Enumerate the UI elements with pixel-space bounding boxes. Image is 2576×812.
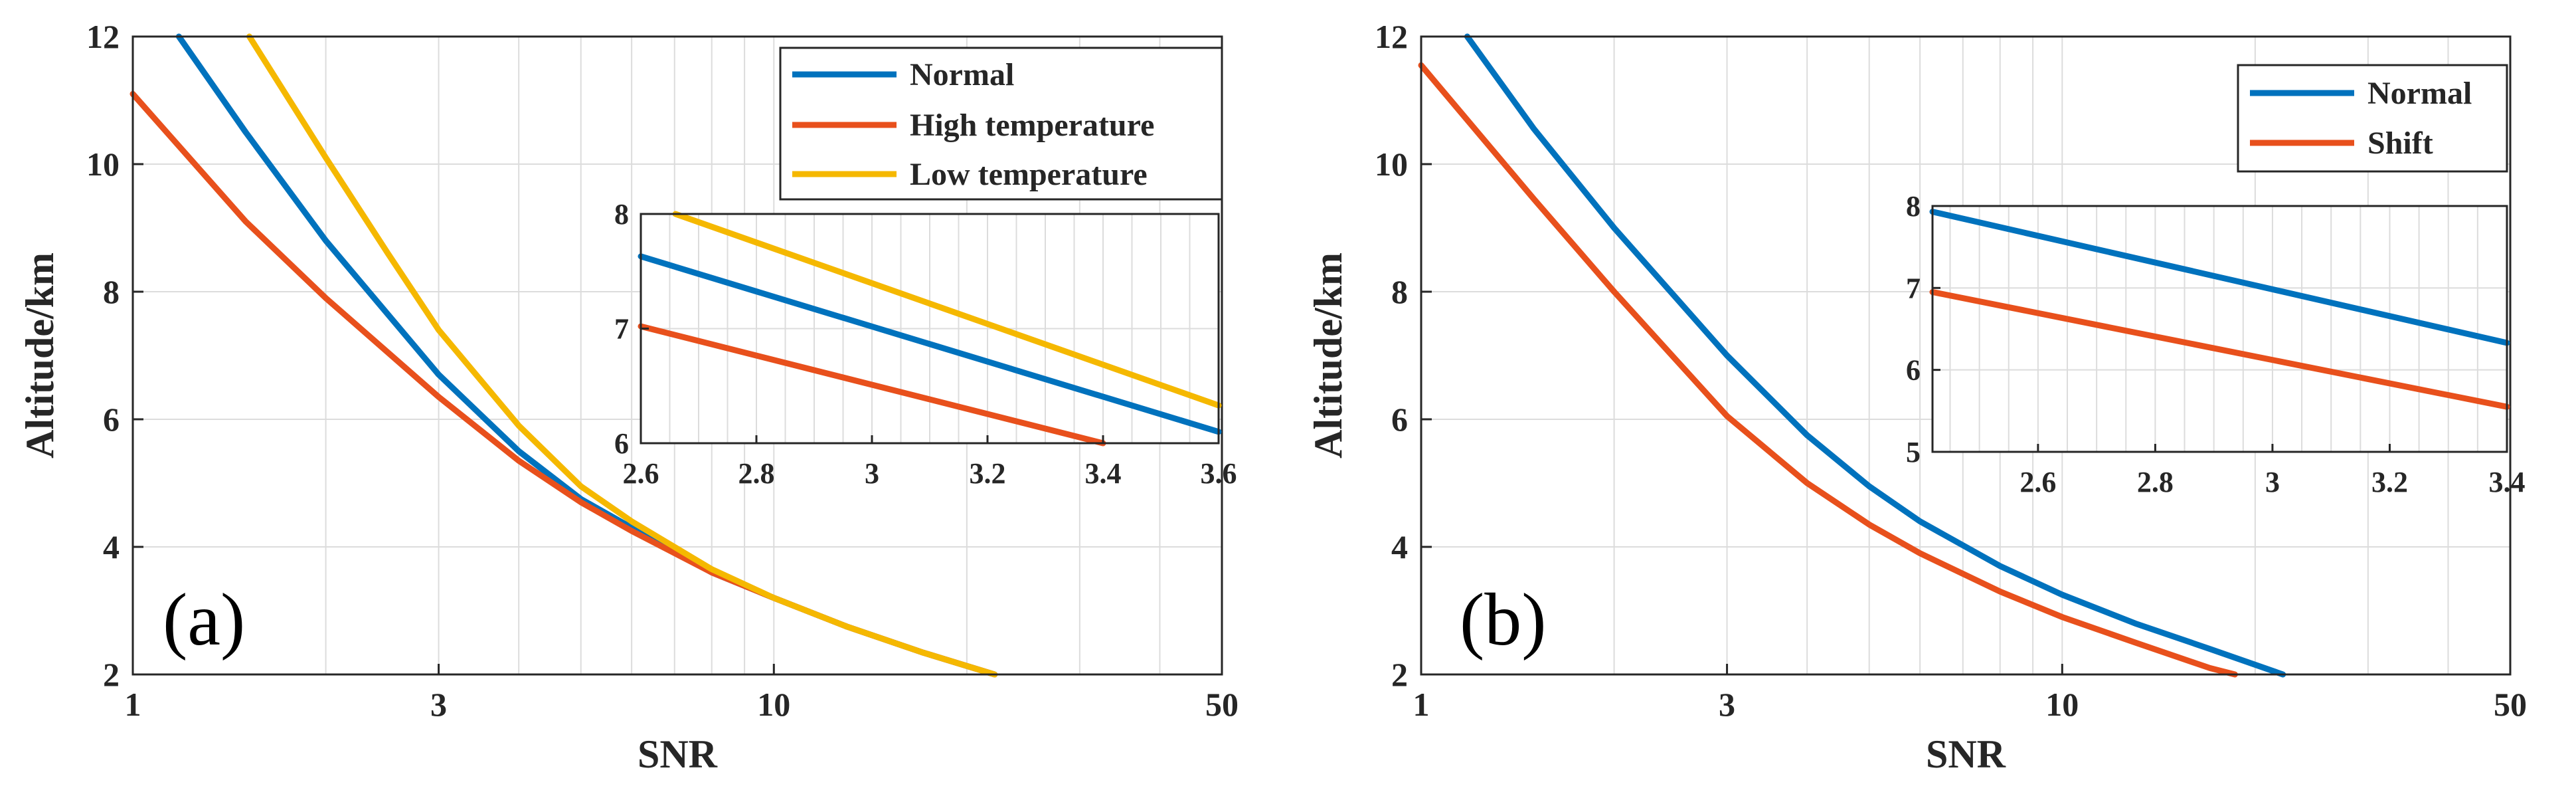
legend-label: Low temperature: [910, 157, 1148, 192]
y-axis-label: Altitude/km: [1306, 253, 1350, 458]
y-tick-label: 2: [1391, 656, 1408, 693]
inset-y-tick-label: 8: [614, 198, 629, 231]
x-tick-label: 1: [1413, 686, 1430, 723]
inset-series-line-normal: [1929, 209, 2510, 346]
inset-x-tick-label: 3.4: [2489, 466, 2526, 498]
inset-x-tick-label: 2.8: [738, 457, 775, 490]
inset-background: [1932, 206, 2507, 452]
series-line-normal: [1464, 33, 2286, 678]
y-tick-label: 10: [1375, 146, 1408, 183]
inset-frame: [1931, 205, 2508, 453]
inset-series-line-low-temperature: [672, 211, 1222, 409]
inset-y-tick-label: 5: [1906, 436, 1921, 468]
y-tick-label: 8: [1391, 273, 1408, 310]
legend-label: High temperature: [910, 108, 1154, 143]
panel-b: 1 3 10 50 2 4 6 8 10 12 SNR Altitude/km (b) Normal Shi…: [1306, 18, 2527, 776]
series-line-low-temperature: [246, 33, 998, 678]
x-tick-label: 3: [1719, 686, 1735, 723]
inset-x-tick-label: 2.6: [2019, 466, 2056, 498]
legend-label: Normal: [910, 57, 1014, 92]
legend: Normal Shift: [2237, 64, 2508, 173]
inset-x-tick-label: 3.2: [2371, 466, 2408, 498]
legend: Normal High temperature Low temperature: [779, 47, 1223, 201]
y-tick-label: 8: [103, 273, 120, 310]
y-tick-label: 6: [1391, 401, 1408, 438]
legend-label: Normal: [2367, 76, 2472, 111]
inset-x-tick-label: 2.8: [2137, 466, 2174, 498]
inset-y-tick-label: 7: [614, 313, 629, 346]
x-tick-label: 50: [1205, 686, 1239, 723]
x-tick-label: 10: [2045, 686, 2079, 723]
x-axis-label: SNR: [1926, 732, 2006, 776]
inset-series-line-normal: [638, 253, 1222, 435]
inset-x-tick-label: 3: [2265, 466, 2280, 498]
y-tick-label: 10: [86, 146, 120, 183]
legend-box: [2237, 64, 2508, 173]
x-tick-label: 1: [125, 686, 141, 723]
y-tick-label: 2: [103, 656, 120, 693]
x-tick-label: 3: [430, 686, 447, 723]
series-line-shift: [1418, 62, 2238, 678]
plot-frame: [1420, 35, 2512, 676]
y-tick-label: 4: [1391, 528, 1408, 565]
panel-a: 1 3 10 50 2 4 6 8 10 12 SNR Altitude/km (a) Normal Hig…: [18, 18, 1239, 776]
x-tick-label: 50: [2494, 686, 2527, 723]
inset-x-tick-label: 3.6: [1201, 457, 1237, 490]
x-axis-label: SNR: [638, 732, 718, 776]
inset-y-tick-label: 6: [1906, 354, 1921, 387]
inset-x-tick-label: 2.6: [623, 457, 659, 490]
inset-x-tick-label: 3: [865, 457, 879, 490]
inset-y-tick-label: 8: [1906, 190, 1921, 223]
y-tick-label: 12: [1375, 18, 1408, 55]
inset-plot: 2.6 2.8 3 3.2 3.4 3.6 6 7 8: [614, 198, 1237, 490]
inset-y-tick-label: 7: [1906, 272, 1921, 304]
inset-x-tick-label: 3.2: [970, 457, 1006, 490]
inset-plot: 2.6 2.8 3 3.2 3.4 5 6 7 8: [1906, 190, 2526, 498]
inset-series-line-high-temperature: [638, 323, 1106, 447]
panel-label: (b): [1460, 579, 1547, 661]
legend-label: Shift: [2367, 126, 2433, 161]
y-tick-label: 6: [103, 401, 120, 438]
x-tick-label: 10: [757, 686, 790, 723]
panel-label: (a): [163, 579, 245, 661]
inset-x-tick-label: 3.4: [1085, 457, 1122, 490]
plot-frame: [131, 35, 1223, 676]
inset-series-line-shift: [1929, 289, 2510, 410]
y-axis-label: Altitude/km: [18, 253, 62, 458]
y-tick-label: 4: [103, 528, 120, 565]
inset-y-tick-label: 6: [614, 427, 629, 460]
y-tick-label: 12: [86, 18, 120, 55]
